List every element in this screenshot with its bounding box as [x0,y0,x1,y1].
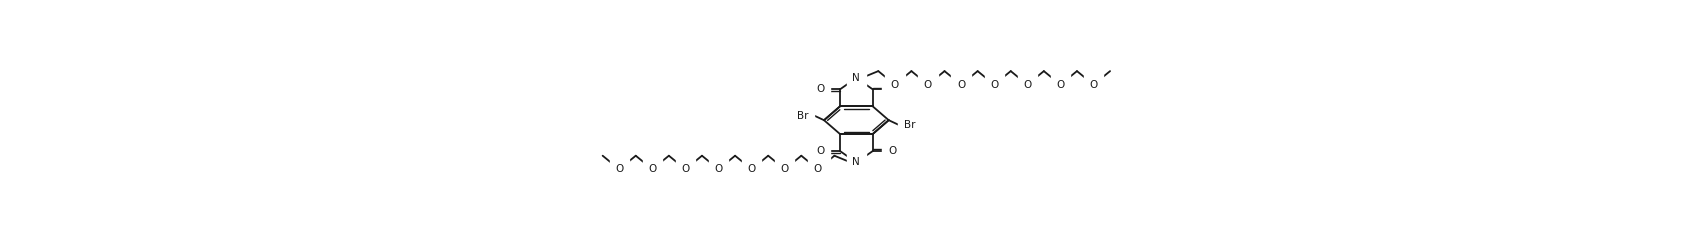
Text: O: O [815,164,821,174]
Text: O: O [888,146,896,156]
Text: O: O [888,84,896,94]
Text: O: O [958,80,964,90]
Text: N: N [852,158,861,168]
Text: O: O [1089,80,1097,90]
Text: O: O [924,80,932,90]
Text: Br: Br [903,120,915,130]
Text: O: O [648,164,656,174]
Text: O: O [1056,80,1065,90]
Text: O: O [1022,80,1031,90]
Text: O: O [891,80,900,90]
Text: O: O [816,146,825,156]
Text: O: O [714,164,722,174]
Text: O: O [816,84,825,94]
Text: O: O [990,80,999,90]
Text: Br: Br [797,111,809,121]
Text: N: N [852,73,861,83]
Text: O: O [682,164,690,174]
Text: O: O [615,164,624,174]
Text: O: O [780,164,789,174]
Text: O: O [748,164,757,174]
